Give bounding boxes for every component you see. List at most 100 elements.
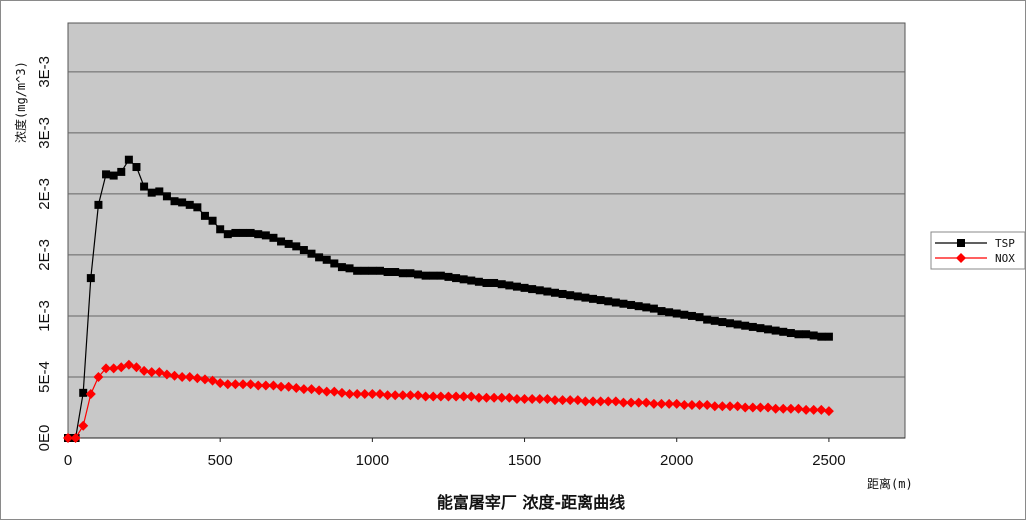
data-point-tsp <box>589 294 598 303</box>
data-point-tsp <box>436 271 445 280</box>
data-point-nox <box>633 397 644 408</box>
legend-label-tsp: TSP <box>995 237 1015 250</box>
data-point-tsp <box>79 388 88 397</box>
data-point-nox <box>397 390 408 401</box>
data-point-tsp <box>368 266 377 275</box>
data-point-tsp <box>414 270 423 279</box>
data-point-nox <box>793 403 804 414</box>
data-point-nox <box>298 384 309 395</box>
data-point-nox <box>314 385 325 396</box>
data-point-tsp <box>695 313 704 322</box>
data-point-tsp <box>817 332 826 341</box>
data-point-tsp <box>322 255 331 264</box>
data-point-nox <box>565 395 576 406</box>
data-point-nox <box>207 375 218 386</box>
data-point-nox <box>458 391 469 402</box>
data-point-nox <box>382 390 393 401</box>
data-point-nox <box>139 365 150 376</box>
data-point-nox <box>451 391 462 402</box>
data-point-tsp <box>117 167 126 176</box>
data-point-tsp <box>170 197 179 206</box>
data-point-nox <box>199 374 210 385</box>
data-point-tsp <box>512 282 521 291</box>
x-tick-label: 2500 <box>812 452 845 469</box>
data-point-tsp <box>550 288 559 297</box>
data-point-nox <box>291 382 302 393</box>
x-tick-label: 1000 <box>356 452 389 469</box>
data-point-nox <box>770 403 781 414</box>
data-point-nox <box>192 373 203 384</box>
legend: TSP NOX <box>930 231 1026 270</box>
x-tick-label: 0 <box>64 452 72 469</box>
data-point-nox <box>580 396 591 407</box>
data-point-tsp <box>345 264 354 273</box>
data-point-nox <box>245 379 256 390</box>
data-point-nox <box>679 400 690 411</box>
data-point-tsp <box>307 249 316 258</box>
data-point-nox <box>336 387 347 398</box>
data-point-tsp <box>231 228 240 237</box>
data-point-nox <box>595 396 606 407</box>
data-point-nox <box>116 362 127 373</box>
axes: 0E0 5E-4 1E-3 2E-3 2E-3 3E-3 3E-3 0 500 1000 1500 2… <box>36 56 905 469</box>
data-point-nox <box>702 400 713 411</box>
data-point-tsp <box>771 326 780 335</box>
data-point-tsp <box>239 228 248 237</box>
data-point-nox <box>63 433 73 443</box>
data-point-nox <box>808 404 819 415</box>
data-point-tsp <box>467 276 476 285</box>
data-point-nox <box>420 391 431 402</box>
data-point-tsp <box>162 192 171 201</box>
chart-title: 能富屠宰厂 浓度-距离曲线 <box>437 493 625 512</box>
data-point-tsp <box>680 310 689 319</box>
data-point-nox <box>466 391 477 402</box>
data-point-tsp <box>528 285 537 294</box>
data-point-tsp <box>200 211 209 220</box>
data-point-nox <box>656 398 667 409</box>
data-point-tsp <box>474 277 483 286</box>
data-point-tsp <box>657 307 666 316</box>
data-point-tsp <box>710 316 719 325</box>
data-point-nox <box>588 396 599 407</box>
data-point-nox <box>253 380 264 391</box>
data-point-tsp <box>741 321 750 330</box>
data-point-tsp <box>824 332 833 341</box>
data-point-tsp <box>353 266 362 275</box>
data-point-tsp <box>779 327 788 336</box>
data-point-tsp <box>124 155 133 164</box>
data-point-nox <box>405 390 416 401</box>
data-point-tsp <box>178 198 187 207</box>
data-point-tsp <box>497 280 506 289</box>
data-point-nox <box>694 400 705 411</box>
data-point-tsp <box>596 296 605 305</box>
data-point-tsp <box>558 289 567 298</box>
data-point-tsp <box>748 322 757 331</box>
data-point-nox <box>504 392 515 403</box>
data-point-nox <box>321 386 332 397</box>
data-point-nox <box>177 371 188 382</box>
data-point-nox <box>740 402 751 413</box>
data-point-tsp <box>185 200 194 209</box>
data-point-nox <box>785 403 796 414</box>
x-tick-label: 2000 <box>660 452 693 469</box>
data-point-nox <box>435 391 446 402</box>
data-point-nox <box>268 380 279 391</box>
data-point-nox <box>763 402 774 413</box>
data-point-nox <box>154 367 165 378</box>
data-point-nox <box>78 420 89 431</box>
y-tick-label: 5E-4 <box>36 361 53 393</box>
data-point-tsp <box>627 300 636 309</box>
data-point-nox <box>215 378 226 389</box>
series-layer <box>63 155 834 443</box>
data-point-nox <box>641 397 652 408</box>
data-point-tsp <box>535 286 544 295</box>
data-point-nox <box>664 398 675 409</box>
data-point-tsp <box>360 266 369 275</box>
data-point-nox <box>648 398 659 409</box>
data-point-nox <box>473 392 484 403</box>
x-tick-label: 1500 <box>508 452 541 469</box>
data-point-tsp <box>611 298 620 307</box>
data-point-tsp <box>406 269 415 278</box>
data-point-nox <box>443 391 454 402</box>
data-point-nox <box>717 401 728 412</box>
